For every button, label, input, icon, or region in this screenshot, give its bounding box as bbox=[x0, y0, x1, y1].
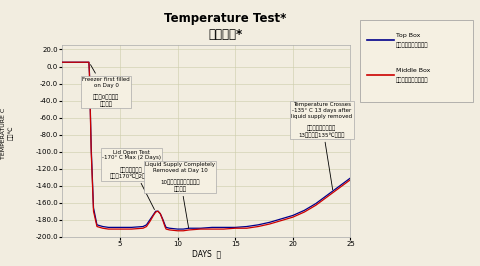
X-axis label: DAYS  日: DAYS 日 bbox=[192, 250, 221, 259]
Text: Top Box: Top Box bbox=[396, 33, 420, 38]
Text: Temperature Test*
温度試験*: Temperature Test* 温度試験* bbox=[165, 12, 287, 41]
Text: ラック中段のボックス: ラック中段のボックス bbox=[396, 78, 429, 84]
Text: Temperature Crosses
-135° C 13 days after
liquid supply removed

液体窒素供給停止の
13日後に: Temperature Crosses -135° C 13 days afte… bbox=[291, 102, 352, 190]
Text: TEMPERATURE C
温度℃: TEMPERATURE C 温度℃ bbox=[1, 107, 13, 159]
Text: Freezer first filled
on Day 0

初日（0日目）の
初回充塌: Freezer first filled on Day 0 初日（0日目）の 初… bbox=[82, 65, 130, 107]
Text: ラック上段のボックス: ラック上段のボックス bbox=[396, 43, 429, 48]
Text: Middle Box: Middle Box bbox=[396, 68, 431, 73]
Text: Lid Open Test
-170° C Max (2 Days)

フタ開放試験、
最低－170℃（2日間）: Lid Open Test -170° C Max (2 Days) フタ開放試… bbox=[102, 149, 161, 210]
Text: Liquid Supply Completely
Removed at Day 10

10日目に液体窒素供給を
完全停止: Liquid Supply Completely Removed at Day … bbox=[145, 162, 215, 228]
